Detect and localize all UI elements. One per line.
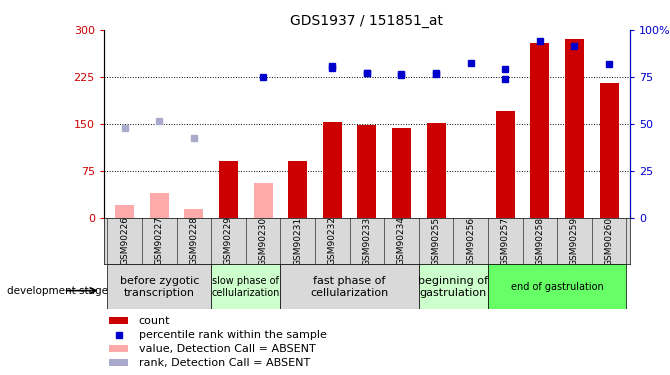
Bar [419,264,488,309]
Title: GDS1937 / 151851_at: GDS1937 / 151851_at [290,13,444,28]
Bar [109,359,128,366]
Bar [600,83,618,218]
Bar [149,192,169,217]
Text: value, Detection Call = ABSENT: value, Detection Call = ABSENT [139,344,316,354]
Text: count: count [139,316,170,326]
Bar [323,122,342,218]
Bar [184,209,203,218]
Bar [107,264,211,309]
Text: GSM90257: GSM90257 [500,216,510,266]
Text: slow phase of
cellularization: slow phase of cellularization [212,276,280,298]
Bar [280,264,419,309]
Text: GSM90255: GSM90255 [431,216,441,266]
Text: GSM90230: GSM90230 [259,216,267,266]
Text: GSM90226: GSM90226 [120,216,129,266]
Text: before zygotic
transcription: before zygotic transcription [119,276,199,298]
Bar [211,264,280,309]
Text: fast phase of
cellularization: fast phase of cellularization [310,276,389,298]
Text: rank, Detection Call = ABSENT: rank, Detection Call = ABSENT [139,358,310,368]
Text: GSM90234: GSM90234 [397,216,406,266]
Text: GSM90260: GSM90260 [604,216,614,266]
Bar [288,161,307,218]
Text: development stage: development stage [7,286,108,296]
Bar [115,205,134,218]
Bar [253,183,273,218]
Bar [531,42,549,218]
Bar [109,345,128,352]
Bar [357,125,377,217]
Bar [427,123,446,218]
Text: GSM90229: GSM90229 [224,216,233,266]
Text: percentile rank within the sample: percentile rank within the sample [139,330,326,340]
Bar [392,128,411,217]
Text: GSM90231: GSM90231 [293,216,302,266]
Text: GSM90233: GSM90233 [362,216,371,266]
Bar [109,318,128,324]
Text: GSM90258: GSM90258 [535,216,544,266]
Text: end of gastrulation: end of gastrulation [511,282,604,292]
Text: GSM90259: GSM90259 [570,216,579,266]
Text: GSM90228: GSM90228 [190,216,198,266]
Text: GSM90232: GSM90232 [328,216,337,266]
Text: GSM90227: GSM90227 [155,216,163,266]
Bar [488,264,626,309]
Text: GSM90256: GSM90256 [466,216,475,266]
Bar [565,39,584,218]
Text: beginning of
gastrulation: beginning of gastrulation [418,276,488,298]
Bar [219,161,238,218]
Bar [496,111,515,218]
